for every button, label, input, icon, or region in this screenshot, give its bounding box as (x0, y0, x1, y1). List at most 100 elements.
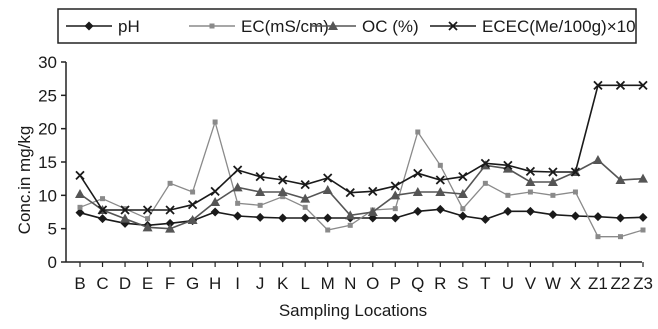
data-point (187, 215, 198, 224)
plot-area (75, 80, 648, 240)
y-tick-label: 0 (48, 253, 57, 272)
x-tick-label: W (545, 274, 561, 293)
y-tick-label: 10 (38, 186, 57, 205)
data-point (595, 234, 601, 240)
x-tick-label: X (570, 274, 581, 293)
data-point (142, 205, 153, 215)
x-tick-label: Z3 (633, 274, 653, 293)
data-point (277, 187, 288, 196)
x-tick-label: Q (411, 274, 424, 293)
data-point (300, 213, 310, 223)
x-tick-label: R (434, 274, 446, 293)
x-tick-label: J (256, 274, 265, 293)
y-axis-label: Conc.in mg/kg (15, 126, 34, 235)
data-point (482, 180, 488, 186)
data-point (165, 218, 175, 228)
data-point (322, 185, 333, 194)
y-tick-label: 15 (38, 153, 57, 172)
data-point (615, 80, 626, 90)
data-point (390, 190, 401, 200)
data-point (368, 186, 378, 196)
x-tick-label: D (119, 274, 131, 293)
data-point (212, 119, 218, 125)
x-tick-label: M (321, 274, 335, 293)
data-point (325, 227, 331, 233)
data-point (75, 189, 85, 198)
legend-item: ECEC(Me/100g)×10 (430, 17, 636, 36)
x-tick-label: V (525, 274, 537, 293)
data-point (638, 80, 648, 90)
x-tick-label: G (186, 274, 199, 293)
data-point (233, 211, 243, 221)
x-axis-ticks: B C D E F G H I J K L M N O P Q R S T U V W X Z1 Z2 Z3 (74, 262, 653, 293)
data-point (165, 205, 175, 215)
data-point (480, 158, 490, 168)
legend-item: OC (%) (310, 17, 419, 36)
x-tick-label: O (366, 274, 379, 293)
data-point (525, 206, 535, 216)
data-point (570, 167, 581, 177)
data-point (77, 204, 83, 210)
x-tick-label: C (96, 274, 108, 293)
data-point (257, 202, 263, 208)
data-point (75, 170, 85, 180)
x-tick-label: I (235, 274, 240, 293)
y-tick-label: 5 (48, 220, 57, 239)
data-point (392, 206, 398, 212)
legend-marker (448, 21, 458, 31)
data-point (210, 197, 221, 206)
data-point (323, 213, 333, 223)
data-point (502, 163, 513, 173)
x-tick-label: E (142, 274, 153, 293)
x-tick-label: F (165, 274, 175, 293)
data-point (457, 189, 468, 198)
data-point (97, 205, 108, 215)
legend-item: EC(mS/cm) (189, 17, 329, 36)
data-point (100, 196, 106, 202)
data-point (548, 210, 558, 220)
legend-marker (209, 23, 215, 29)
data-point (458, 211, 468, 221)
legend-label: pH (118, 17, 140, 36)
y-tick-label: 20 (38, 120, 57, 139)
data-point (210, 186, 220, 196)
x-tick-label: U (502, 274, 514, 293)
data-point (435, 175, 445, 185)
data-point (122, 206, 128, 212)
data-point (437, 162, 443, 168)
y-axis-ticks: 0 5 10 15 20 25 30 (38, 53, 66, 272)
data-point (345, 188, 355, 198)
data-point (302, 204, 308, 210)
data-point (278, 213, 288, 223)
x-tick-label: H (209, 274, 221, 293)
x-tick-label: S (457, 274, 468, 293)
data-point (255, 187, 266, 196)
series-line (79, 84, 643, 211)
series-line (79, 119, 644, 238)
data-point (435, 187, 446, 196)
x-tick-label: P (390, 274, 401, 293)
data-point (525, 177, 536, 186)
axes (65, 62, 642, 263)
data-point (503, 160, 513, 170)
data-point (413, 168, 423, 178)
data-point (323, 173, 333, 183)
y-tick-label: 30 (38, 53, 57, 72)
data-point (300, 193, 311, 203)
data-point (167, 180, 173, 186)
data-point (435, 204, 445, 214)
data-point (638, 212, 648, 222)
data-point (300, 180, 310, 190)
data-point (592, 155, 603, 164)
data-point (527, 189, 533, 195)
data-point (278, 175, 288, 185)
data-point (187, 200, 198, 210)
data-point (640, 227, 646, 233)
data-point (347, 222, 353, 228)
data-point (233, 165, 243, 175)
data-point (190, 189, 196, 195)
data-point (593, 80, 603, 90)
data-point (593, 212, 603, 222)
data-point (548, 167, 558, 177)
